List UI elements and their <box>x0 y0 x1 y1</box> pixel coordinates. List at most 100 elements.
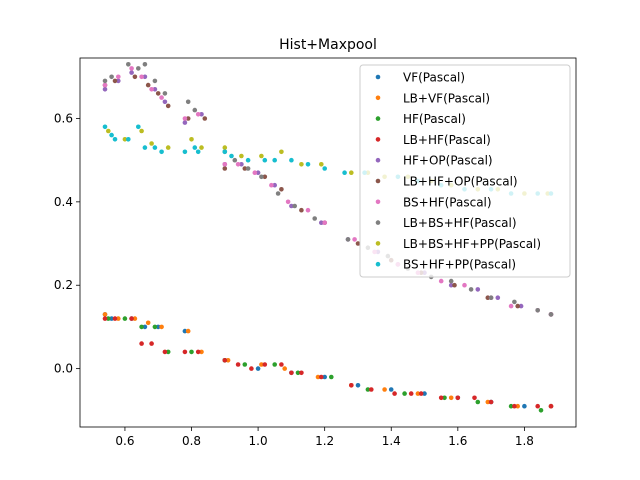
data-point <box>305 162 311 167</box>
data-point <box>222 166 228 171</box>
data-point <box>185 99 191 105</box>
data-point <box>159 95 164 100</box>
legend-marker <box>375 261 381 267</box>
data-point <box>452 282 457 288</box>
data-point <box>295 370 301 376</box>
data-point <box>279 187 284 192</box>
data-point <box>455 395 461 401</box>
data-point <box>139 128 144 134</box>
data-point <box>355 383 361 388</box>
data-point <box>182 349 188 355</box>
data-point <box>229 153 234 159</box>
series-3 <box>102 316 554 409</box>
legend-label: HF(Pascal) <box>403 112 466 126</box>
data-point <box>102 87 108 92</box>
data-point <box>408 391 414 396</box>
data-point <box>129 70 134 75</box>
data-point <box>329 374 334 380</box>
data-point <box>448 282 454 288</box>
legend-frame <box>359 64 571 278</box>
data-point <box>165 349 171 355</box>
data-point <box>112 316 118 321</box>
data-point <box>255 170 261 175</box>
data-point <box>392 391 397 396</box>
data-point <box>122 137 128 142</box>
data-point <box>222 358 228 363</box>
data-point <box>155 91 161 96</box>
data-point <box>106 316 111 321</box>
data-point <box>152 87 158 92</box>
data-point <box>538 408 544 413</box>
data-point <box>422 391 427 396</box>
data-point <box>522 403 527 409</box>
data-point <box>349 170 354 175</box>
data-point <box>285 199 291 205</box>
data-point <box>255 366 261 371</box>
x-axis: 0.6 0.8 1.0 1.2 1.4 1.6 1.8 <box>115 427 534 448</box>
legend-marker <box>375 74 381 80</box>
y-tick-label: 0.0 <box>54 362 73 376</box>
data-point <box>182 328 188 334</box>
data-point <box>269 182 274 188</box>
data-point <box>289 203 294 209</box>
data-point <box>132 74 138 80</box>
data-point <box>252 170 258 175</box>
data-point <box>112 137 118 142</box>
data-point <box>195 112 201 117</box>
x-tick-label: 1.6 <box>448 434 467 448</box>
y-tick-label: 0.2 <box>54 278 73 292</box>
legend: VF(Pascal) LB+VF(Pascal) HF(Pascal) LB+HF(P… <box>359 64 571 278</box>
data-point <box>488 399 494 405</box>
data-point <box>512 403 517 409</box>
data-point <box>388 387 394 392</box>
data-point <box>239 153 244 159</box>
data-point <box>289 157 294 163</box>
data-point <box>102 78 108 84</box>
data-point <box>322 374 328 380</box>
data-point <box>102 82 108 88</box>
data-point <box>279 149 284 155</box>
x-tick-label: 0.8 <box>182 434 201 448</box>
data-point <box>299 370 304 376</box>
data-point <box>222 162 228 167</box>
legend-marker <box>375 178 381 184</box>
legend-marker <box>375 157 381 163</box>
data-point <box>402 391 407 396</box>
data-point <box>322 166 328 171</box>
data-point <box>249 366 254 371</box>
data-point <box>102 316 108 321</box>
x-tick-label: 1.4 <box>382 434 401 448</box>
data-point <box>165 103 171 109</box>
data-point <box>352 237 357 242</box>
data-point <box>349 383 354 388</box>
y-tick-label: 0.6 <box>54 111 73 125</box>
data-point <box>535 308 540 313</box>
data-point <box>159 324 164 330</box>
legend-label: HF+OP(Pascal) <box>403 154 493 168</box>
data-point <box>142 324 148 330</box>
data-point <box>109 74 114 80</box>
legend-label: LB+HF+OP(Pascal) <box>403 175 518 189</box>
data-point <box>475 399 481 405</box>
data-point <box>139 324 144 330</box>
y-tick-label: 0.4 <box>54 195 73 209</box>
data-point <box>149 141 154 146</box>
data-point <box>189 349 194 355</box>
data-point <box>292 203 298 209</box>
legend-label: BS+HF(Pascal) <box>403 195 492 209</box>
data-point <box>185 328 191 334</box>
legend-label: LB+VF(Pascal) <box>403 91 490 105</box>
data-point <box>152 145 158 150</box>
data-point <box>116 74 121 80</box>
x-tick-label: 0.6 <box>115 434 134 448</box>
data-point <box>152 324 158 330</box>
data-point <box>106 128 111 134</box>
data-point <box>239 162 244 167</box>
data-point <box>192 145 198 150</box>
legend-marker <box>375 116 381 121</box>
data-point <box>222 149 228 155</box>
data-point <box>305 207 311 213</box>
data-point <box>299 207 304 213</box>
data-point <box>232 157 238 163</box>
data-point <box>199 349 204 355</box>
